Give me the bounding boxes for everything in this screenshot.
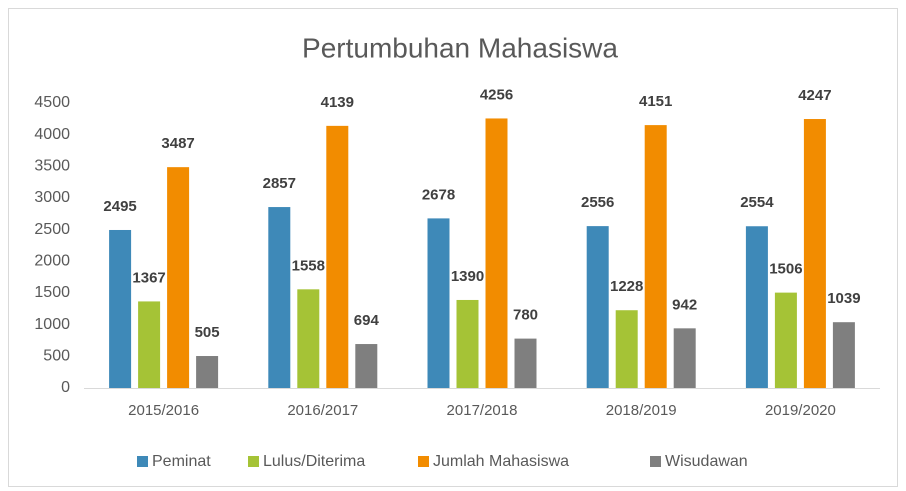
y-tick-label: 0 (61, 379, 70, 396)
data-label: 2495 (103, 198, 136, 215)
bar (138, 301, 161, 388)
legend-swatch (650, 456, 661, 467)
data-label: 780 (513, 307, 538, 324)
data-label: 4247 (798, 87, 831, 104)
y-tick-label: 1500 (34, 284, 70, 301)
data-label: 1039 (827, 290, 860, 307)
data-label: 1367 (132, 269, 165, 286)
y-tick-label: 2500 (34, 221, 70, 238)
x-tick-label: 2017/2018 (447, 402, 518, 419)
legend-label: Jumlah Mahasiswa (433, 453, 569, 470)
y-tick-label: 500 (43, 348, 70, 365)
y-tick-label: 2000 (34, 253, 70, 270)
data-label: 4256 (480, 86, 513, 103)
bar (644, 125, 667, 388)
x-tick-label: 2016/2017 (287, 402, 358, 419)
bar (485, 118, 508, 388)
legend-label: Wisudawan (665, 453, 748, 470)
legend-swatch (418, 456, 429, 467)
bar (167, 167, 190, 388)
bar (297, 289, 320, 388)
data-label: 2556 (581, 194, 614, 211)
x-tick-label: 2019/2020 (765, 402, 836, 419)
bar (615, 310, 638, 388)
bar (196, 356, 219, 388)
bar (355, 344, 378, 388)
data-label: 1390 (451, 268, 484, 285)
data-label: 1506 (769, 261, 802, 278)
bar (673, 328, 696, 388)
legend-label: Peminat (152, 453, 211, 470)
bar (586, 226, 609, 388)
bar (268, 207, 291, 388)
bar (427, 218, 450, 388)
bar (745, 226, 768, 388)
y-tick-label: 3500 (34, 158, 70, 175)
data-label: 942 (672, 296, 697, 313)
data-label: 2554 (740, 194, 774, 211)
bar (514, 338, 537, 388)
data-label: 4151 (639, 93, 672, 110)
data-label: 2678 (422, 186, 455, 203)
bar (803, 119, 826, 389)
data-label: 3487 (161, 135, 194, 152)
legend-swatch (137, 456, 148, 467)
x-tick-label: 2018/2019 (606, 402, 677, 419)
y-tick-label: 1000 (34, 316, 70, 333)
chart-title: Pertumbuhan Mahasiswa (302, 32, 618, 63)
y-tick-label: 4000 (34, 126, 70, 143)
bar (832, 322, 855, 388)
y-tick-label: 3000 (34, 189, 70, 206)
bar (456, 299, 479, 388)
bar (109, 229, 132, 388)
legend-swatch (248, 456, 259, 467)
bar (326, 125, 349, 388)
data-label: 694 (354, 312, 380, 329)
data-label: 1558 (292, 257, 325, 274)
data-label: 1228 (610, 278, 643, 295)
data-label: 4139 (321, 94, 354, 111)
data-label: 2857 (263, 175, 296, 192)
bar (774, 292, 797, 388)
legend-label: Lulus/Diterima (263, 453, 365, 470)
x-tick-label: 2015/2016 (128, 402, 199, 419)
data-label: 505 (195, 324, 220, 341)
y-tick-label: 4500 (34, 94, 70, 111)
